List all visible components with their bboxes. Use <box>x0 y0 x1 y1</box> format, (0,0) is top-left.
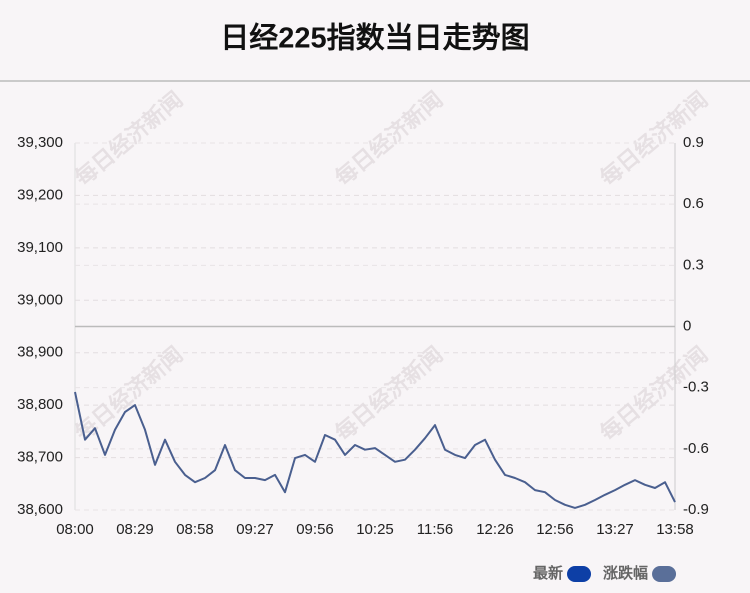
x-tick-label: 08:29 <box>116 521 154 538</box>
legend-swatch <box>567 566 592 582</box>
y-tick-label: 38,900 <box>17 344 63 361</box>
x-tick-label: 08:00 <box>56 521 94 538</box>
y2-tick-label: 0 <box>683 317 691 334</box>
y-tick-label: 38,800 <box>17 396 63 413</box>
y-tick-label: 39,000 <box>17 291 63 308</box>
y-tick-label: 38,600 <box>17 501 63 518</box>
y-tick-label: 39,100 <box>17 239 63 256</box>
legend-label: 最新 <box>533 564 563 582</box>
x-tick-label: 13:27 <box>596 521 634 538</box>
y-tick-label: 39,300 <box>17 134 63 151</box>
y2-tick-label: -0.3 <box>683 379 709 396</box>
x-tick-label: 11:56 <box>417 521 453 538</box>
x-tick-label: 08:58 <box>176 521 214 538</box>
y2-tick-label: -0.6 <box>683 440 709 457</box>
x-tick-label: 12:26 <box>476 521 514 538</box>
y-tick-label: 39,200 <box>17 186 63 203</box>
chart-title: 日经225指数当日走势图 <box>220 21 529 55</box>
legend-label: 涨跌幅 <box>603 564 648 582</box>
legend-swatch <box>652 566 677 582</box>
x-tick-label: 09:56 <box>296 521 334 538</box>
x-tick-label: 10:25 <box>356 521 394 538</box>
x-tick-label: 09:27 <box>236 521 274 538</box>
y2-tick-label: 0.9 <box>683 134 704 151</box>
y-tick-label: 38,700 <box>17 449 63 466</box>
line-series <box>74 391 676 509</box>
y2-tick-label: 0.6 <box>683 195 704 212</box>
y2-tick-label: 0.3 <box>683 256 704 273</box>
x-tick-label: 13:58 <box>656 521 694 538</box>
y2-tick-label: -0.9 <box>683 501 709 518</box>
x-tick-label: 12:56 <box>536 521 574 538</box>
